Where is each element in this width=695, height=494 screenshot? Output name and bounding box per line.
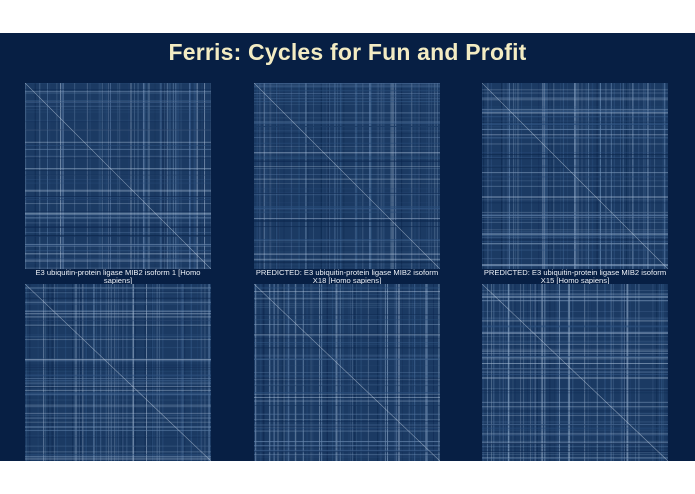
page-title: Ferris: Cycles for Fun and Profit bbox=[168, 39, 527, 65]
recurrence-matrix-3 bbox=[482, 83, 668, 269]
panel-4 bbox=[25, 284, 211, 461]
panel-6 bbox=[482, 284, 668, 461]
panel-caption: E3 ubiquitin-protein ligase MIB2 isoform… bbox=[35, 268, 201, 286]
recurrence-matrix-2 bbox=[254, 83, 440, 269]
panel-2: PREDICTED: E3 ubiquitin-protein ligase M… bbox=[254, 83, 440, 287]
panel-3: PREDICTED: E3 ubiquitin-protein ligase M… bbox=[482, 83, 668, 287]
panel-caption: PREDICTED: E3 ubiquitin-protein ligase M… bbox=[483, 268, 667, 286]
recurrence-matrix-4 bbox=[25, 284, 211, 461]
panel-1: E3 ubiquitin-protein ligase MIB2 isoform… bbox=[25, 83, 211, 287]
image-stage: Ferris: Cycles for Fun and Profit E3 ubi… bbox=[0, 33, 695, 461]
recurrence-matrix-6 bbox=[482, 284, 668, 461]
panel-5 bbox=[254, 284, 440, 461]
recurrence-matrix-1 bbox=[25, 83, 211, 269]
recurrence-matrix-5 bbox=[254, 284, 440, 461]
panel-caption: PREDICTED: E3 ubiquitin-protein ligase M… bbox=[255, 268, 439, 286]
